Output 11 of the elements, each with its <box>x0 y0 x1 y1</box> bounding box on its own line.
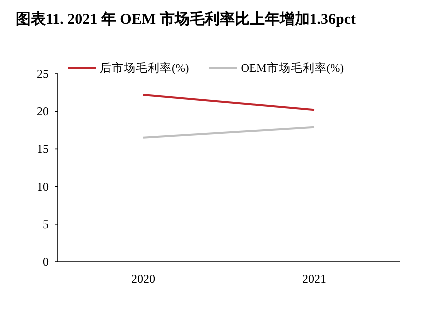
y-tick-label: 15 <box>37 142 49 156</box>
y-tick-label: 0 <box>43 255 49 269</box>
legend-label: 后市场毛利率(%) <box>100 61 190 75</box>
y-tick-label: 5 <box>43 217 49 232</box>
y-tick-label: 25 <box>37 67 49 81</box>
legend-label: OEM市场毛利率(%) <box>241 61 344 75</box>
x-tick-label: 2021 <box>302 272 326 286</box>
x-tick-label: 2020 <box>132 272 156 286</box>
title: 图表11. 2021 年 OEM 市场毛利率比上年增加1.36pct <box>16 12 356 28</box>
y-tick-label: 10 <box>37 180 49 194</box>
y-tick-label: 20 <box>37 104 49 119</box>
